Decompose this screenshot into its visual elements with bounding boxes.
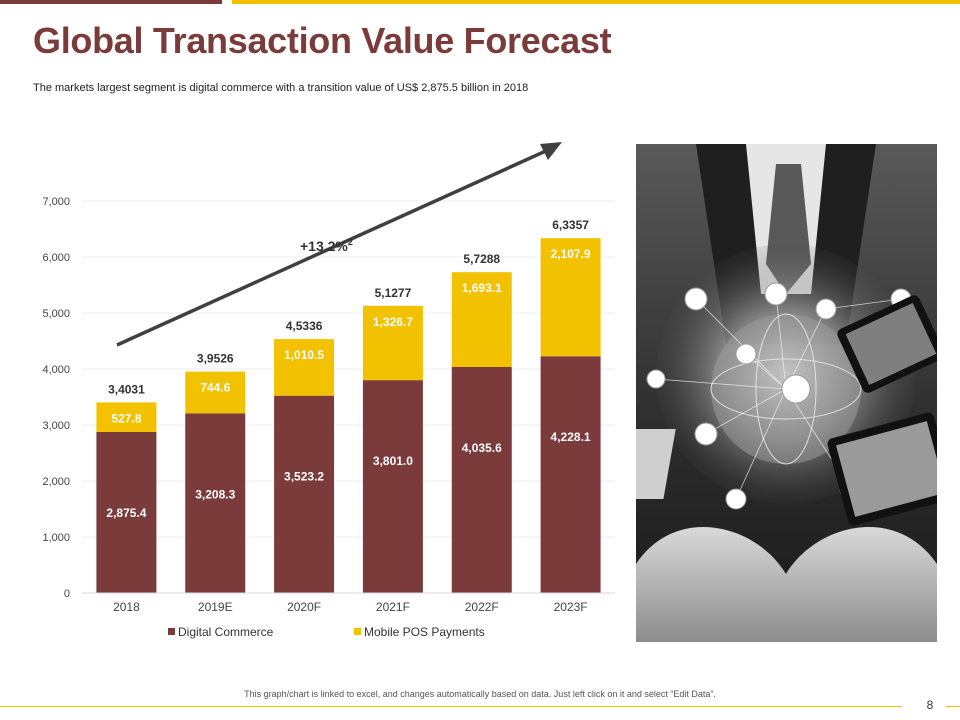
bar-digital-commerce: [451, 367, 512, 593]
legend-swatch-digital-commerce: [168, 628, 175, 635]
bar-mobile-pos: [451, 272, 512, 368]
y-tick-label: 0: [64, 588, 70, 600]
data-label: 1,326.7: [373, 315, 413, 329]
data-label: 4,035.6: [462, 441, 502, 455]
bar-mobile-pos: [274, 339, 335, 396]
growth-label-value: +13.2%: [300, 238, 348, 254]
y-tick-label: 5,000: [42, 308, 70, 320]
growth-label-superscript: 2: [348, 237, 353, 247]
growth-arrow-head: [540, 142, 562, 160]
x-tick-label: 2018: [113, 600, 140, 614]
x-tick-label: 2022F: [465, 600, 499, 614]
business-network-photo: [636, 144, 937, 642]
footer-line-left: [0, 706, 902, 707]
y-tick-label: 2,000: [42, 476, 70, 488]
x-tick-label: 2023F: [554, 600, 588, 614]
total-label: 4,5336: [286, 319, 323, 333]
x-tick-label: 2019E: [198, 600, 233, 614]
bar-mobile-pos: [185, 371, 246, 414]
growth-arrow: [116, 148, 549, 347]
data-label: 2,875.4: [106, 506, 146, 520]
data-label: 1,693.1: [462, 281, 502, 295]
total-label: 5,1277: [375, 286, 412, 300]
chart-legend: Digital Commerce Mobile POS Payments: [168, 625, 485, 639]
bar-digital-commerce: [274, 395, 335, 593]
data-label: 3,208.3: [195, 487, 235, 501]
bar-digital-commerce: [540, 356, 601, 593]
bar-mobile-pos: [96, 402, 157, 432]
bar-digital-commerce: [96, 431, 157, 593]
total-label: 6,3357: [552, 218, 589, 232]
x-tick-label: 2021F: [376, 600, 410, 614]
page-number: 8: [926, 698, 934, 712]
bar-digital-commerce: [362, 380, 423, 593]
bar-mobile-pos: [540, 238, 601, 357]
y-tick-label: 1,000: [42, 532, 70, 544]
bar-digital-commerce: [185, 413, 246, 593]
data-label: 4,228.1: [551, 430, 591, 444]
slide-title: Global Transaction Value Forecast: [33, 20, 612, 61]
slide-subtitle: The markets largest segment is digital c…: [33, 82, 529, 94]
y-tick-label: 4,000: [42, 364, 70, 376]
data-label: 527.8: [111, 411, 141, 425]
total-label: 3,4031: [108, 382, 145, 396]
total-label: 5,7288: [463, 252, 500, 266]
stacked-bar-chart: 0 1,000 2,000 3,000 4,000 5,000 6,000 7,000 2,87…: [42, 142, 615, 639]
y-tick-label: 7,000: [42, 196, 70, 208]
legend-label-digital-commerce: Digital Commerce: [178, 625, 274, 639]
y-tick-label: 6,000: [42, 252, 70, 264]
footer-note: This graph/chart is linked to excel, and…: [244, 689, 716, 699]
data-label: 744.6: [200, 381, 230, 395]
footer-line-right: [946, 706, 960, 707]
data-label: 3,523.2: [284, 470, 324, 484]
data-label: 1,010.5: [284, 348, 324, 362]
top-accent-bar-right: [232, 0, 960, 4]
y-tick-label: 3,000: [42, 420, 70, 432]
legend-swatch-mobile-pos: [354, 628, 361, 635]
growth-label: +13.2%2: [300, 237, 353, 254]
legend-label-mobile-pos: Mobile POS Payments: [364, 625, 485, 639]
x-tick-label: 2020F: [287, 600, 321, 614]
top-accent-bar-left: [0, 0, 222, 4]
data-label: 3,801.0: [373, 454, 413, 468]
total-label: 3,9526: [197, 352, 234, 366]
bar-mobile-pos: [362, 305, 423, 381]
data-label: 2,107.9: [551, 247, 591, 261]
